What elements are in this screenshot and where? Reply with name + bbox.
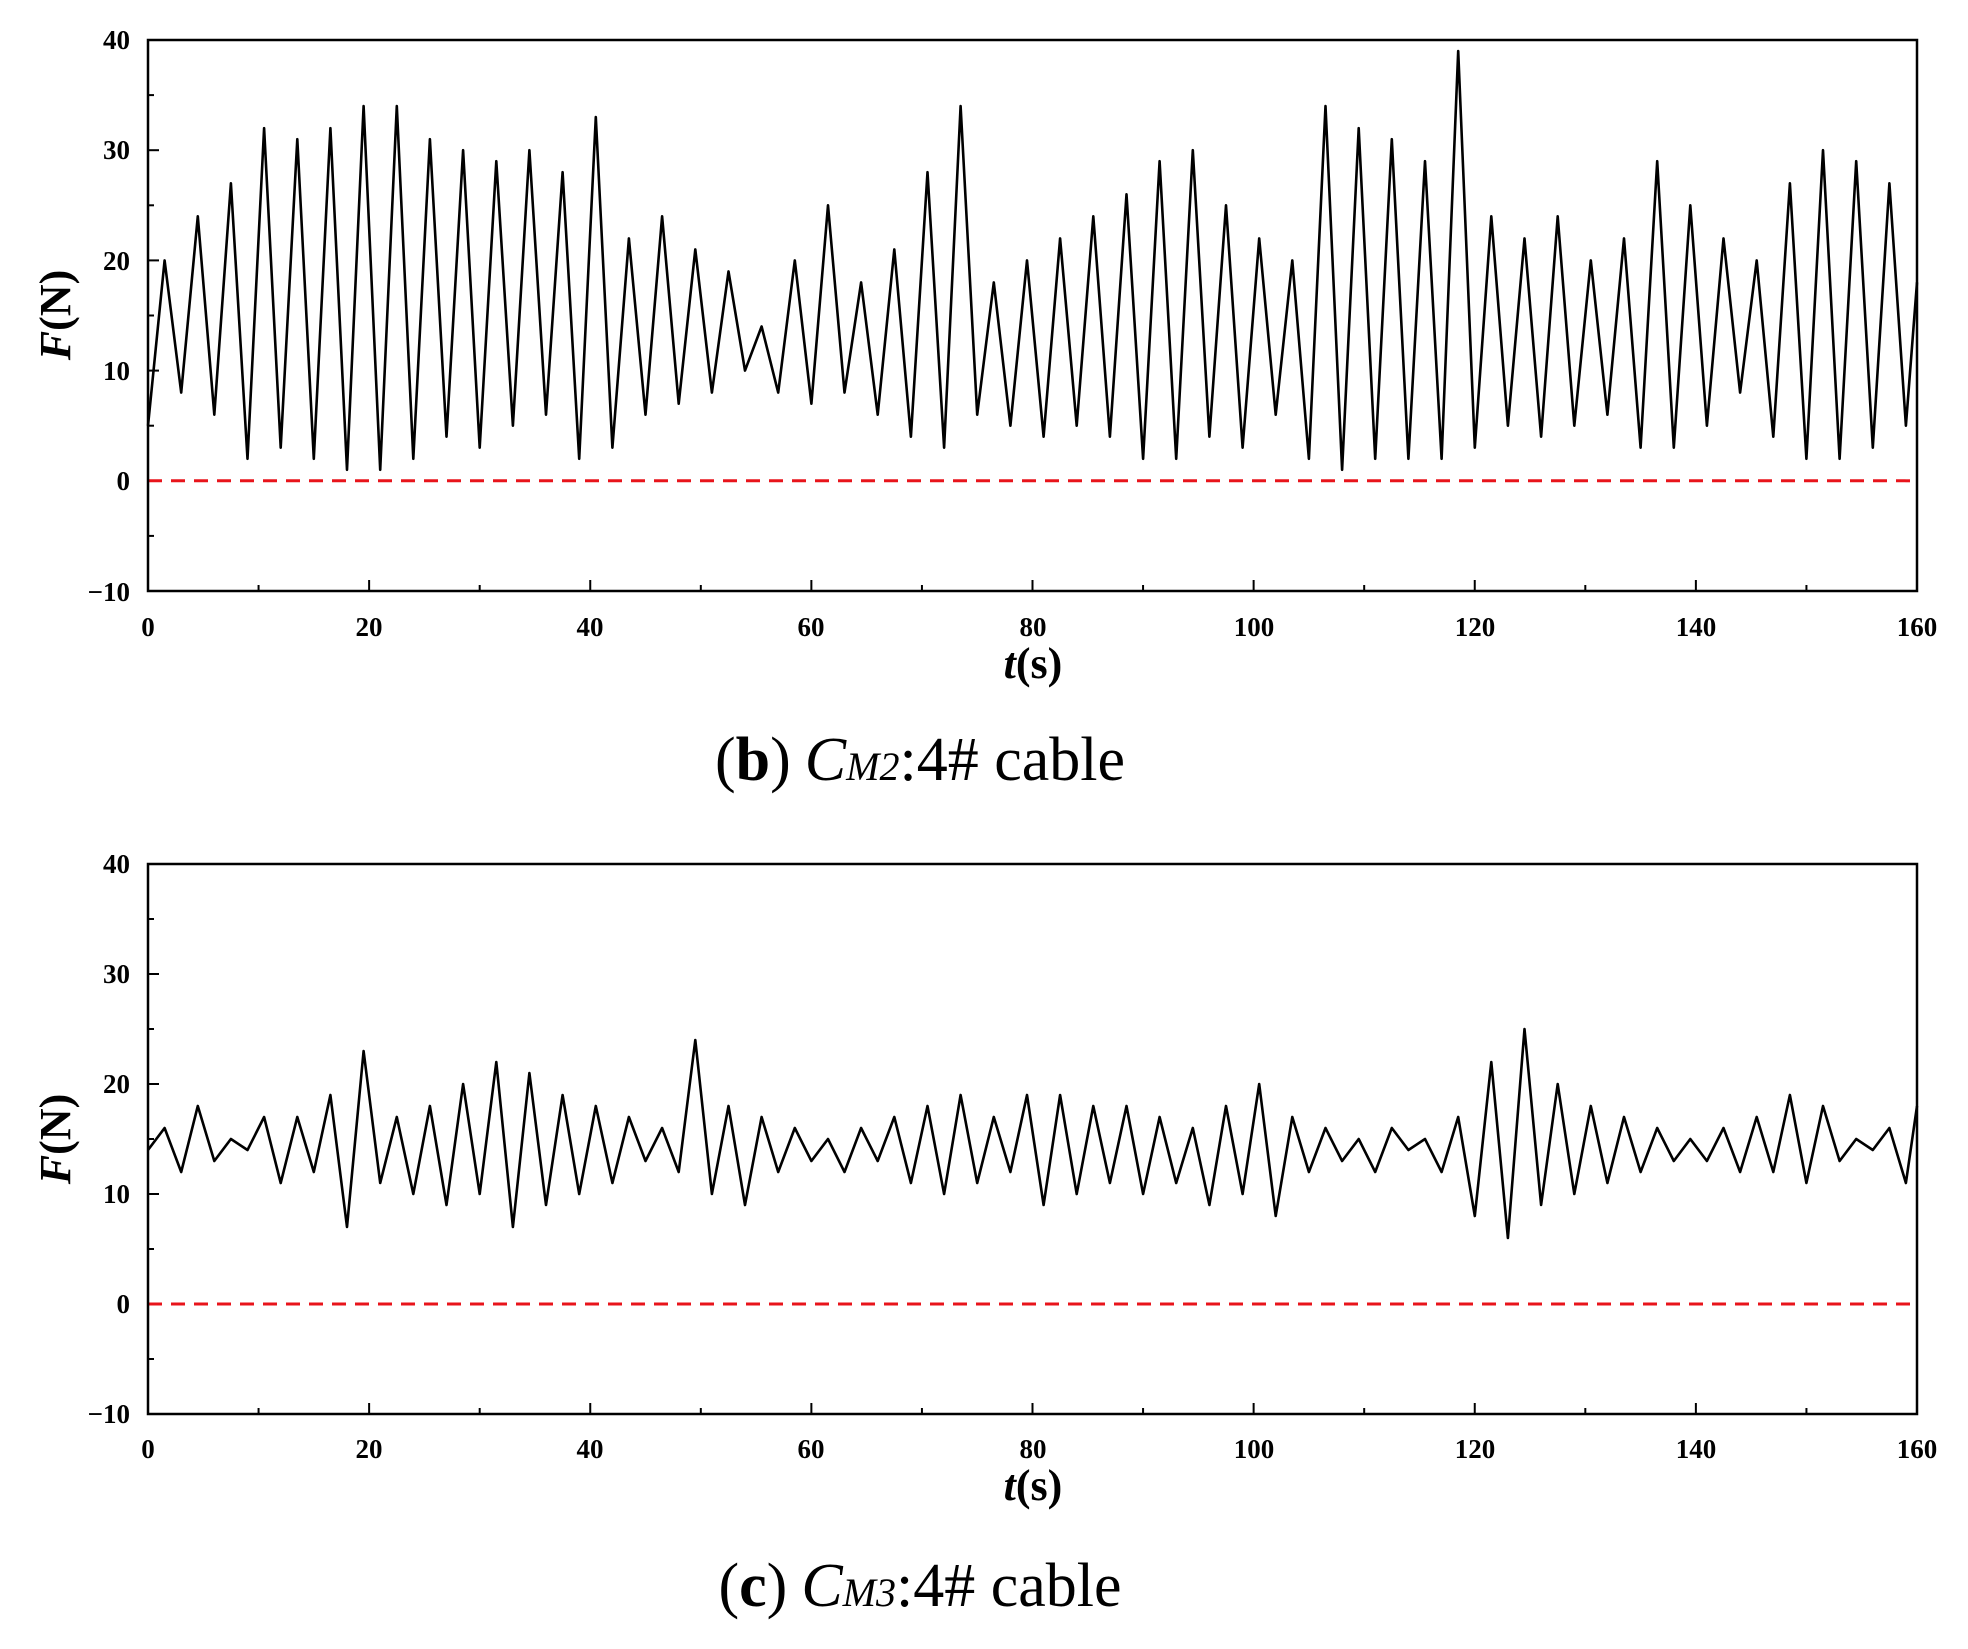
panel-c-x-tick-labels: 0 20 40 60 80 100 120 140 160: [141, 1434, 1937, 1464]
panel-c-force-series-line: [146, 1027, 1919, 1240]
y-tick-label: 20: [103, 1069, 130, 1099]
y-tick-label: 30: [103, 959, 130, 989]
y-tick-label: 30: [103, 135, 130, 165]
x-tick-label: 160: [1897, 612, 1938, 642]
x-tick-label: 140: [1676, 612, 1717, 642]
x-tick-label: 80: [1020, 612, 1047, 642]
panel-b-x-axis-title: t(s): [1004, 639, 1063, 688]
x-tick-label: 100: [1234, 612, 1275, 642]
y-tick-label: 0: [117, 466, 131, 496]
y-tick-label: −10: [88, 1399, 130, 1429]
x-tick-label: 60: [798, 612, 825, 642]
x-tick-label: 0: [141, 1434, 155, 1464]
panel-c-y-tick-labels: 40 30 20 10 0 −10: [88, 849, 130, 1429]
y-tick-label: 10: [103, 1179, 130, 1209]
x-tick-label: 0: [141, 612, 155, 642]
panel-c-plot-frame: [146, 862, 1919, 1416]
x-tick-label: 120: [1455, 612, 1496, 642]
x-tick-label: 100: [1234, 1434, 1275, 1464]
y-tick-label: 0: [117, 1289, 131, 1319]
x-tick-label: 80: [1020, 1434, 1047, 1464]
panel-b-plot-frame: [146, 38, 1919, 593]
panel-c-y-axis-title: F(N): [31, 1094, 80, 1185]
y-tick-label: 10: [103, 356, 130, 386]
panel-c-x-ticks: [147, 1403, 1918, 1414]
x-tick-label: 20: [356, 612, 383, 642]
panel-b-x-ticks: [147, 580, 1918, 591]
panel-c: 40 30 20 10 0 −10 0 20 40 60 80 100 120 …: [31, 849, 1937, 1620]
x-tick-label: 40: [577, 612, 604, 642]
x-tick-label: 120: [1455, 1434, 1496, 1464]
panel-b-y-ticks: [148, 39, 159, 592]
y-tick-label: −10: [88, 577, 130, 607]
panel-c-caption: (c) CM3:4# cable: [718, 1552, 1121, 1620]
panel-b-caption: (b) CM2:4# cable: [715, 726, 1125, 794]
x-tick-label: 60: [798, 1434, 825, 1464]
panel-b-y-tick-labels: 40 30 20 10 0 −10: [88, 25, 130, 607]
panel-b: 40 30 20 10 0 −10 0 20 40 60 80 100 120 …: [31, 25, 1937, 794]
panel-b-y-axis-title: F(N): [31, 270, 80, 361]
panel-b-force-series-line: [146, 49, 1919, 472]
panel-b-x-tick-labels: 0 20 40 60 80 100 120 140 160: [141, 612, 1937, 642]
panel-c-x-axis-title: t(s): [1004, 1461, 1063, 1510]
x-tick-label: 40: [577, 1434, 604, 1464]
y-tick-label: 20: [103, 246, 130, 276]
y-tick-label: 40: [103, 25, 130, 55]
x-tick-label: 20: [356, 1434, 383, 1464]
x-tick-label: 160: [1897, 1434, 1938, 1464]
y-tick-label: 40: [103, 849, 130, 879]
x-tick-label: 140: [1676, 1434, 1717, 1464]
